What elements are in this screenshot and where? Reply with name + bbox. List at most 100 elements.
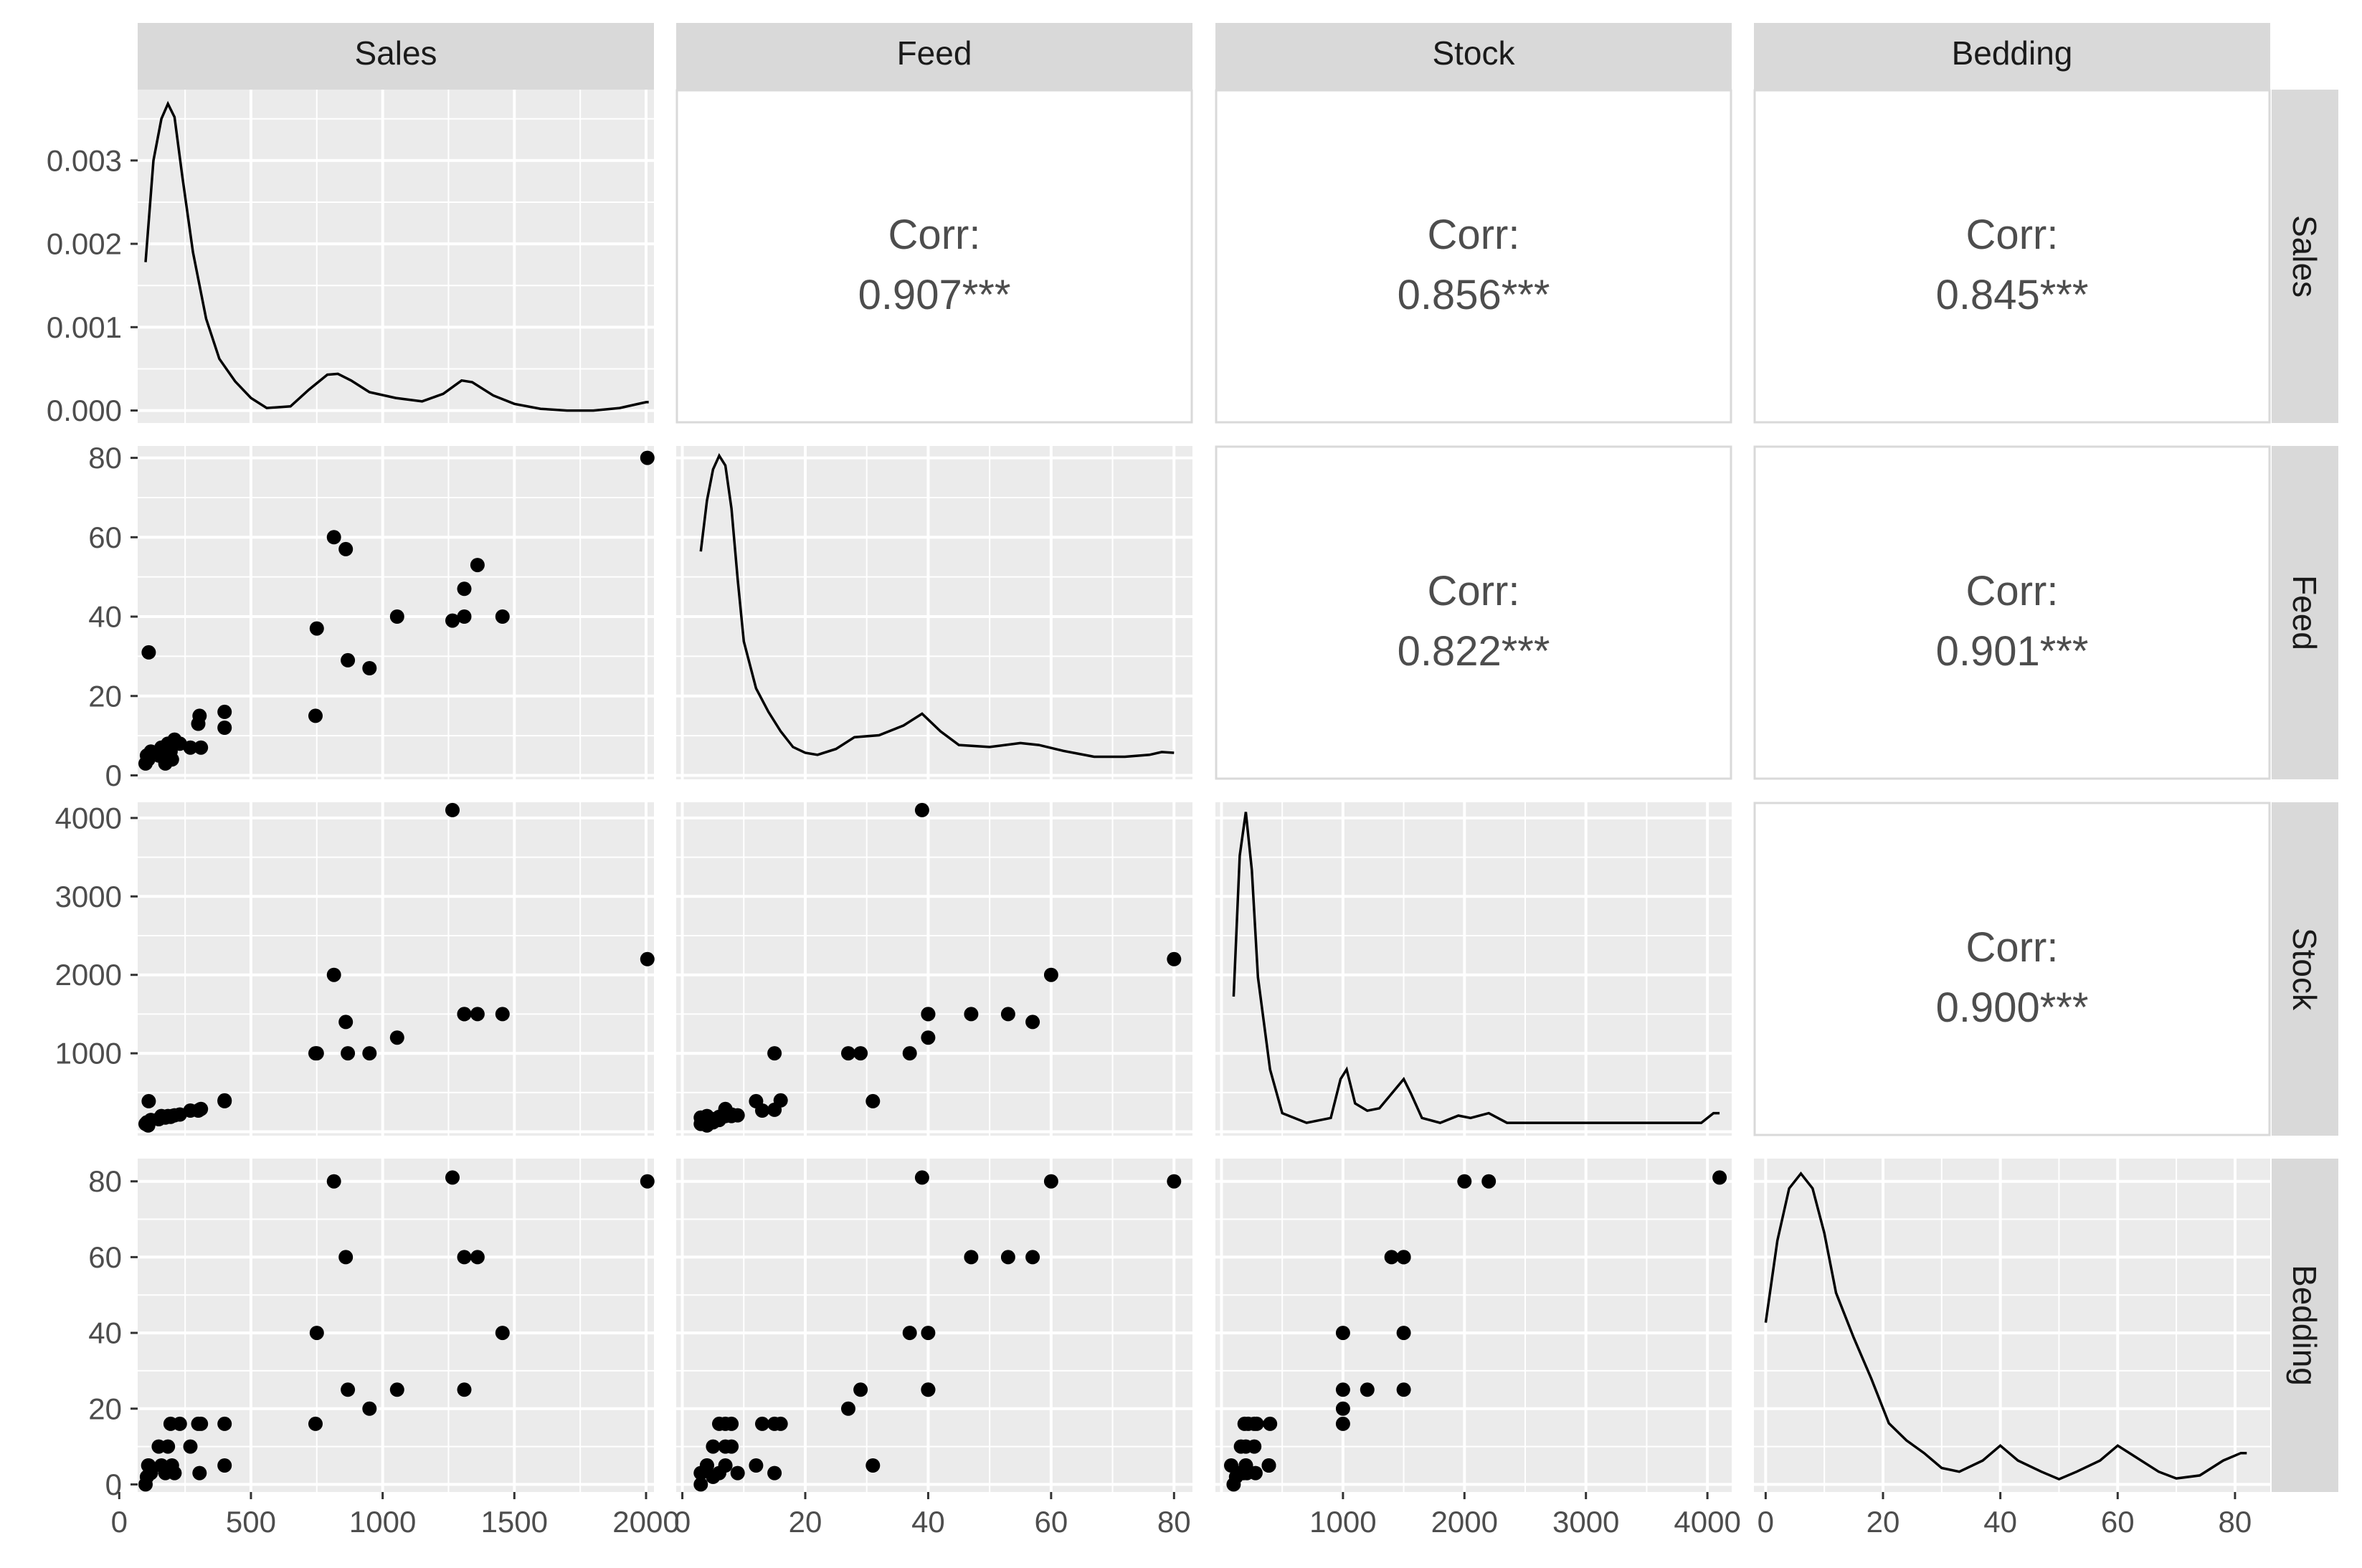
- scatter-point: [1000, 1007, 1015, 1022]
- x-tick-label: 2000: [612, 1505, 679, 1539]
- scatter-point: [1167, 1174, 1182, 1189]
- scatter-point: [1335, 1382, 1350, 1397]
- y-tick-label: 0.000: [47, 394, 122, 427]
- scatter-point: [457, 1382, 472, 1397]
- y-tick-label: 0: [105, 1468, 122, 1501]
- y-tick-label: 20: [88, 679, 122, 713]
- panel-grid: [676, 446, 1192, 779]
- panel-bg: [676, 446, 1192, 779]
- scatter-point: [470, 1250, 485, 1265]
- x-tick-label: 500: [226, 1505, 276, 1539]
- scatter-feed-vs-sales: [138, 450, 655, 771]
- scatter-point: [640, 450, 655, 465]
- scatter-point: [730, 1465, 745, 1481]
- scatter-bedding-vs-sales: [138, 1170, 655, 1492]
- corr-panel: [1753, 445, 2271, 780]
- strip-col-label: Feed: [897, 34, 972, 72]
- scatter-point: [341, 652, 356, 667]
- scatter-point: [445, 802, 460, 817]
- corr-value: 0.845***: [1936, 272, 2089, 318]
- x-tick-label: 1000: [1309, 1505, 1376, 1539]
- corr-value: 0.822***: [1398, 628, 1550, 675]
- scatter-point: [172, 1416, 187, 1431]
- y-tick-label: 2000: [55, 958, 122, 992]
- scatter-point: [902, 1046, 917, 1061]
- scatter-point: [902, 1326, 917, 1341]
- scatter-point: [749, 1458, 764, 1473]
- strip-col-label: Sales: [354, 34, 437, 72]
- scatter-point: [914, 1170, 929, 1185]
- scatter-point: [865, 1458, 881, 1473]
- scatter-point: [495, 1007, 510, 1022]
- y-tick-label: 40: [88, 600, 122, 634]
- scatter-point: [1396, 1382, 1411, 1397]
- x-tick-label: 1500: [481, 1505, 548, 1539]
- scatter-point: [495, 609, 510, 624]
- scatter-point: [167, 1465, 182, 1481]
- scatter-point: [841, 1401, 855, 1416]
- scatter-point: [338, 1015, 354, 1030]
- density-curve-feed: [699, 452, 1175, 759]
- scatter-point: [141, 1458, 156, 1473]
- scatter-point: [1457, 1174, 1472, 1189]
- x-tick-label: 0: [111, 1505, 128, 1539]
- scatter-point: [308, 708, 323, 723]
- scatter-point: [457, 609, 472, 624]
- strip-row-stock: [2272, 802, 2338, 1136]
- x-tick-label: 80: [2219, 1505, 2252, 1539]
- scatter-point: [194, 740, 209, 755]
- x-tick-label: 0: [1758, 1505, 1774, 1539]
- scatter-point: [1000, 1250, 1015, 1265]
- y-tick-label: 80: [88, 441, 122, 475]
- x-tick-label: 1000: [349, 1505, 416, 1539]
- x-tick-label: 2000: [1431, 1505, 1498, 1539]
- scatter-point: [773, 1093, 788, 1108]
- strip-col-stock: [1215, 23, 1732, 90]
- scatter-point: [326, 530, 341, 545]
- scatter-point: [718, 1458, 733, 1473]
- scatter-point: [1335, 1416, 1350, 1431]
- scatter-point: [217, 704, 232, 719]
- panel-bg: [1754, 1159, 2270, 1492]
- scatter-point: [183, 1439, 198, 1454]
- scatter-point: [495, 1326, 510, 1341]
- panel-grid: [138, 90, 654, 423]
- x-tick-label: 40: [1983, 1505, 2017, 1539]
- scatter-point: [1167, 951, 1182, 966]
- panel-grid: [1754, 1159, 2270, 1492]
- scatter-point: [183, 740, 198, 755]
- corr-value: 0.907***: [858, 272, 1011, 318]
- scatter-point: [853, 1382, 868, 1397]
- strip-col-bedding: [1754, 23, 2270, 90]
- y-tick-label: 0.003: [47, 143, 122, 177]
- scatter-point: [362, 661, 377, 675]
- scatter-point: [767, 1465, 782, 1481]
- scatter-point: [749, 1093, 764, 1108]
- strip-row-label: Bedding: [2286, 1265, 2323, 1386]
- scatter-point: [217, 1416, 232, 1431]
- y-tick-label: 0: [105, 759, 122, 792]
- scatter-point: [718, 1101, 733, 1116]
- scatter-point: [389, 609, 404, 624]
- scatter-point: [767, 1046, 782, 1061]
- density-curve-sales: [144, 100, 649, 412]
- scatter-bedding-vs-stock: [1224, 1170, 1727, 1492]
- scatter-point: [1360, 1382, 1375, 1397]
- scatter-point: [192, 708, 207, 723]
- strip-row-feed: [2272, 446, 2338, 779]
- scatter-point: [914, 802, 929, 817]
- scatter-point: [338, 1250, 354, 1265]
- corr-value: 0.856***: [1398, 272, 1550, 318]
- scatter-point: [718, 1439, 733, 1454]
- scatter-point: [309, 1326, 324, 1341]
- strip-row-sales: [2272, 90, 2338, 423]
- y-tick-label: 80: [88, 1164, 122, 1198]
- x-tick-label: 80: [1157, 1505, 1191, 1539]
- y-tick-label: 60: [88, 1240, 122, 1274]
- scatter-point: [326, 967, 341, 982]
- panel-bg: [676, 802, 1192, 1136]
- panel-grid: [676, 802, 1192, 1136]
- scatter-point: [308, 1046, 323, 1061]
- scatter-point: [1335, 1326, 1350, 1341]
- corr-panel: [1215, 445, 1732, 780]
